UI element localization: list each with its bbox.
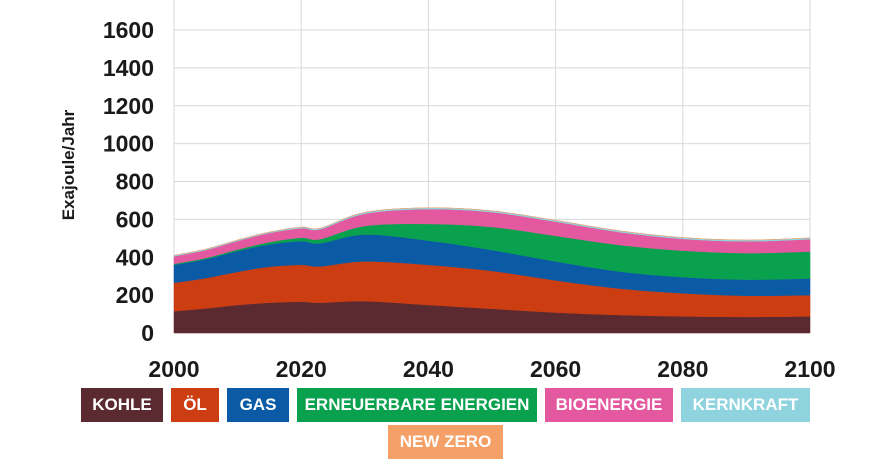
y-axis-title: Exajoule/Jahr — [59, 109, 78, 220]
legend-item-kohle: KOHLE — [81, 388, 163, 422]
legend-item-kernkraft: KERNKRAFT — [681, 388, 810, 422]
y-tick-label: 400 — [116, 244, 154, 270]
x-tick-label: 2040 — [403, 356, 454, 382]
y-tick-label: 1200 — [103, 93, 154, 119]
y-tick-label: 200 — [116, 282, 154, 308]
y-tick-label: 1000 — [103, 131, 154, 157]
y-tick-label: 800 — [116, 169, 154, 195]
x-tick-label: 2100 — [784, 356, 835, 382]
legend-item-new-zero: NEW ZERO — [388, 425, 503, 459]
legend-item-bioenergie: BIOENERGIE — [545, 388, 673, 422]
x-axis-ticks: 2000 2020 2040 2060 2080 2100 — [148, 356, 835, 382]
x-tick-label: 2060 — [530, 356, 581, 382]
x-tick-label: 2080 — [657, 356, 708, 382]
y-tick-label: 600 — [116, 206, 154, 232]
x-tick-label: 2000 — [148, 356, 199, 382]
y-tick-label: 1800 — [103, 0, 154, 5]
area-series-layer — [173, 207, 811, 334]
legend-item-erneuerbare-energien: ERNEUERBARE ENERGIEN — [297, 388, 537, 422]
y-tick-label: 1600 — [103, 17, 154, 43]
legend-item-gas: GAS — [227, 388, 289, 422]
legend-item-l: ÖL — [171, 388, 219, 422]
stacked-area-chart: 020040060080010001200140016001800 200020… — [59, 0, 836, 382]
area-new-zero — [173, 207, 811, 256]
y-tick-label: 1400 — [103, 55, 154, 81]
x-tick-label: 2020 — [276, 356, 327, 382]
y-tick-label: 0 — [141, 320, 154, 346]
y-axis-ticks: 0 200 400 600 800 1000 1200 1400 1600 1800 — [103, 0, 154, 346]
